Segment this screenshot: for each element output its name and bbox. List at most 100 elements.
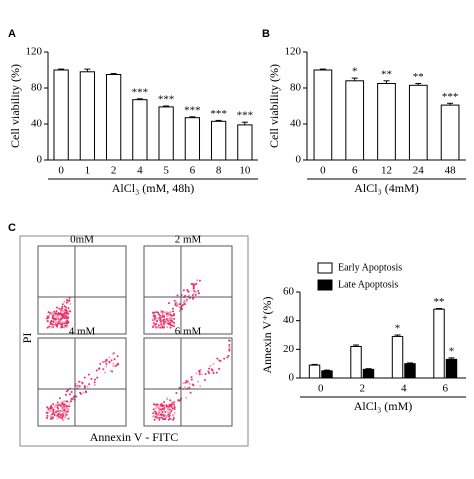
flow-event (193, 290, 196, 293)
significance: *** (237, 110, 254, 122)
significance: * (352, 66, 358, 78)
flow-event (67, 316, 70, 319)
flow-event (160, 416, 163, 419)
flow-event (55, 404, 58, 407)
flow-event (59, 416, 62, 419)
flow-event (228, 339, 231, 342)
x-tick-label: 1 (85, 165, 91, 177)
x-tick-label: 6 (443, 383, 449, 395)
flow-event (155, 316, 158, 319)
flow-event (159, 413, 162, 416)
flow-event (166, 411, 169, 414)
legend-label: Late Apoptosis (338, 279, 398, 290)
flow-event (68, 405, 71, 408)
flow-event (67, 312, 70, 315)
y-tick-label: 0 (289, 372, 295, 384)
flow-event (183, 301, 186, 304)
flow-event (184, 303, 187, 306)
flow-event (53, 317, 56, 320)
flow-event (172, 310, 175, 313)
flow-event (153, 325, 156, 328)
flow-event (154, 325, 157, 328)
bar (433, 308, 445, 379)
flow-event (58, 397, 61, 400)
flow-event (61, 401, 64, 404)
flow-event (87, 373, 90, 376)
flow-label: 6 mM (175, 326, 202, 338)
flow-event (159, 314, 162, 317)
flow-event (159, 326, 162, 329)
flow-event (182, 382, 185, 385)
flow-event (186, 380, 189, 383)
flow-event (57, 410, 60, 413)
flow-event (185, 300, 188, 303)
flow-event (169, 326, 172, 329)
x-tick-label: 5 (163, 165, 169, 177)
flow-event (164, 319, 167, 322)
y-tick-label: 40 (31, 118, 43, 130)
flow-event (159, 319, 162, 322)
flow-event (212, 363, 215, 366)
flow-event (63, 407, 66, 410)
flow-event (162, 409, 165, 412)
flow-event (171, 307, 174, 310)
bar (313, 69, 333, 161)
flow-event (61, 418, 64, 421)
flow-y-label: PI (20, 333, 34, 344)
flow-event (192, 292, 195, 295)
bar (308, 364, 321, 379)
flow-event (55, 411, 58, 414)
y-tick-label: 80 (290, 82, 302, 94)
x-axis-title: AlCl₃ (mM) (354, 399, 413, 413)
flow-event (67, 389, 70, 392)
x-tick-label: 10 (239, 165, 251, 177)
y-tick-label: 40 (290, 118, 302, 130)
flow-event (65, 321, 68, 324)
flow-event (55, 323, 58, 326)
flow-event (65, 311, 68, 314)
flow-event (47, 407, 50, 410)
flow-event (228, 344, 231, 347)
flow-event (208, 367, 211, 370)
flow-event (68, 401, 71, 404)
flow-event (209, 364, 212, 367)
flow-event (154, 318, 157, 321)
flow-event (47, 409, 50, 412)
flow-event (70, 391, 73, 394)
flow-event (157, 324, 160, 327)
flow-event (62, 409, 65, 412)
flow-event (162, 418, 165, 421)
flow-event (65, 315, 68, 318)
flow-event (182, 289, 185, 292)
flow-event (170, 316, 173, 319)
flow-event (190, 376, 193, 379)
flow-event (47, 311, 50, 314)
flow-event (165, 404, 168, 407)
flow-event (161, 410, 164, 413)
flow-event (186, 288, 189, 291)
flow-event (98, 367, 101, 370)
flow-event (108, 356, 111, 359)
x-tick-label: 6 (352, 165, 358, 177)
flow-event (50, 312, 53, 315)
bar (345, 80, 365, 161)
flow-event (65, 301, 68, 304)
flow-event (65, 407, 68, 410)
bar (404, 363, 416, 379)
flow-event (112, 364, 115, 367)
flow-event (183, 299, 186, 302)
flow-event (163, 315, 166, 318)
flow-event (173, 407, 176, 410)
flow-event (57, 404, 60, 407)
flow-event (177, 399, 180, 402)
x-axis-title: AlCl₃ (4mM) (354, 181, 419, 195)
legend-swatch (317, 262, 333, 274)
flow-event (171, 407, 174, 410)
flow-event (188, 386, 191, 389)
flow-event (166, 315, 169, 318)
flow-event (60, 413, 63, 416)
flow-event (228, 349, 231, 352)
x-tick-label: 6 (190, 165, 196, 177)
flow-event (61, 415, 64, 418)
flow-event (48, 325, 51, 328)
